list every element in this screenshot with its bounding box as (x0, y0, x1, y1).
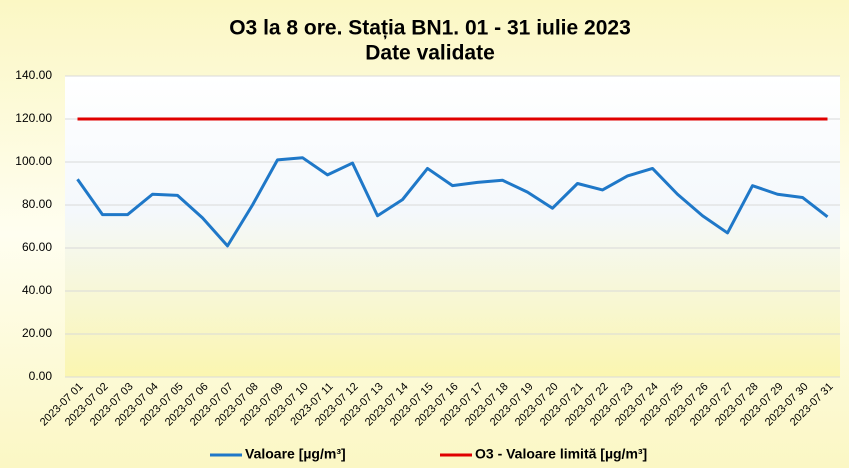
y-tick-label: 40.00 (22, 283, 52, 297)
y-tick-label: 140.00 (15, 68, 52, 82)
y-tick-label: 60.00 (22, 240, 52, 254)
series-line (76, 156, 829, 248)
y-tick-label: 100.00 (15, 154, 52, 168)
chart-subtitle: Date validate (365, 42, 495, 65)
chart-title: O3 la 8 ore. Stația BN1. 01 - 31 iulie 2… (229, 17, 631, 40)
y-tick-label: 80.00 (22, 197, 52, 211)
plot-area (65, 76, 840, 377)
y-tick-label: 0.00 (29, 369, 53, 383)
y-tick-label: 120.00 (15, 111, 52, 125)
legend-label: Valoare [µg/m³] (245, 446, 346, 462)
legend-label: O3 - Valoare limită [µg/m³] (475, 446, 647, 462)
y-tick-label: 20.00 (22, 326, 52, 340)
